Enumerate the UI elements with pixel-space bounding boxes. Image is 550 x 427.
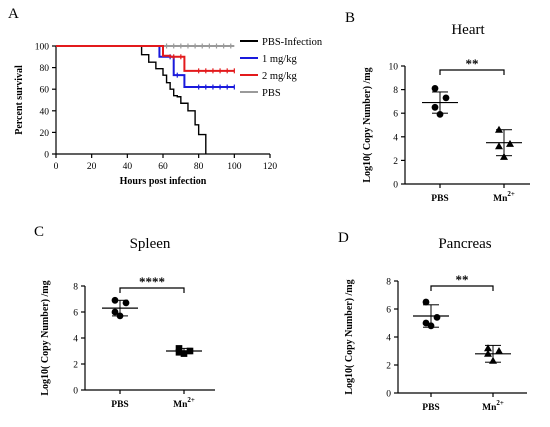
x-tick-label-pbs: PBS — [431, 194, 448, 204]
significance-stars: ** — [466, 56, 479, 71]
y-tick-label: 4 — [73, 335, 78, 345]
y-tick-label: 2 — [393, 157, 398, 167]
data-point — [495, 347, 503, 354]
y-tick-label: 8 — [393, 86, 398, 96]
y-tick-label: 4 — [393, 133, 398, 143]
x-tick-label: 120 — [263, 162, 278, 172]
data-point — [431, 103, 439, 111]
panel-title: Heart — [451, 22, 485, 38]
x-axis-title: Hours post infection — [120, 176, 207, 187]
panel-title: Pancreas — [438, 236, 491, 252]
data-point — [442, 94, 450, 102]
significance-bracket — [119, 287, 185, 293]
y-tick-label: 100 — [35, 43, 50, 53]
data-point — [506, 139, 514, 147]
significance-bracket — [430, 285, 494, 291]
significance-stars: **** — [139, 274, 165, 289]
x-tick-label-mn: Mn2+ — [482, 399, 504, 413]
mn-superscript: 2+ — [187, 396, 195, 404]
x-tick-label-pbs: PBS — [422, 403, 439, 413]
y-tick-label: 20 — [40, 129, 50, 139]
data-point — [422, 298, 430, 306]
legend-label: 1 mg/kg — [262, 54, 297, 65]
x-tick-label: 40 — [123, 162, 133, 172]
y-tick-label: 0 — [393, 181, 398, 191]
data-point — [431, 85, 439, 92]
x-tick-label: 60 — [158, 162, 168, 172]
legend-label: 2 mg/kg — [262, 71, 297, 82]
legend-label: PBS-Infection — [262, 37, 323, 48]
panel-letter-C: C — [34, 224, 44, 240]
y-tick-label: 8 — [73, 283, 78, 293]
significance-bracket — [439, 69, 505, 75]
x-tick-label-mn: Mn2+ — [173, 396, 195, 410]
y-tick-label: 8 — [386, 278, 391, 288]
data-point — [495, 142, 503, 150]
data-point — [436, 110, 444, 118]
x-tick-label-mn: Mn2+ — [493, 190, 515, 204]
y-axis-title: Log10( Copy Number) /mg — [362, 67, 373, 182]
y-tick-label: 6 — [393, 110, 398, 120]
significance-stars: ** — [456, 272, 469, 287]
mn-superscript: 2+ — [507, 190, 515, 198]
x-tick-label: 100 — [227, 162, 242, 172]
y-tick-label: 80 — [40, 64, 50, 74]
dot-plot-C: Spleen 0 2 4 6 8 Log10( Copy Number) /mg PBS Mn2… — [40, 236, 215, 410]
y-tick-label: 0 — [44, 151, 49, 161]
data-point — [433, 314, 441, 321]
y-axis-title: Log10( Copy Number) /mg — [40, 280, 51, 395]
panel-letter-B: B — [345, 10, 355, 26]
y-tick-label: 2 — [386, 362, 391, 372]
y-axis-title: Percent survival — [14, 65, 25, 135]
y-tick-label: 0 — [386, 390, 391, 400]
panel-title: Spleen — [130, 236, 171, 252]
data-point — [500, 152, 508, 160]
survival-curve-2 — [56, 45, 235, 72]
y-tick-label: 0 — [73, 387, 78, 397]
y-tick-label: 60 — [40, 86, 50, 96]
survival-chart: 0 20 40 60 80 100 120 0 20 40 60 80 100 Hours post in… — [14, 37, 323, 187]
mn-base: Mn — [482, 403, 497, 413]
panel-letter-A: A — [8, 6, 19, 22]
dot-plot-B: Heart 0 2 4 6 8 10 Log10( Copy Number) /mg PBS Mn… — [362, 22, 530, 204]
y-tick-label: 40 — [40, 107, 50, 117]
panel-letter-D: D — [338, 230, 349, 246]
x-tick-label: 0 — [54, 162, 59, 172]
mn-base: Mn — [493, 194, 508, 204]
y-tick-label: 2 — [73, 361, 78, 371]
x-tick-label: 80 — [194, 162, 204, 172]
survival-curve-0 — [56, 45, 207, 154]
data-point — [111, 308, 119, 316]
data-point — [122, 299, 130, 307]
dot-plot-D: Pancreas 0 2 4 6 8 Log10( Copy Number) /mg PBS M… — [344, 236, 527, 413]
y-tick-label: 10 — [389, 63, 399, 73]
data-point — [422, 319, 430, 327]
legend-label: PBS — [262, 88, 281, 99]
x-tick-label: 20 — [87, 162, 97, 172]
y-axis-title: Log10( Copy Number) /mg — [344, 279, 355, 394]
survival-curve-1 — [56, 45, 235, 89]
data-point — [484, 344, 492, 352]
mn-superscript: 2+ — [496, 399, 504, 407]
data-point — [175, 349, 183, 356]
y-tick-label: 6 — [73, 309, 78, 319]
y-tick-label: 4 — [386, 334, 391, 344]
mn-base: Mn — [173, 400, 188, 410]
x-tick-label-pbs: PBS — [111, 400, 128, 410]
y-tick-label: 6 — [386, 306, 391, 316]
